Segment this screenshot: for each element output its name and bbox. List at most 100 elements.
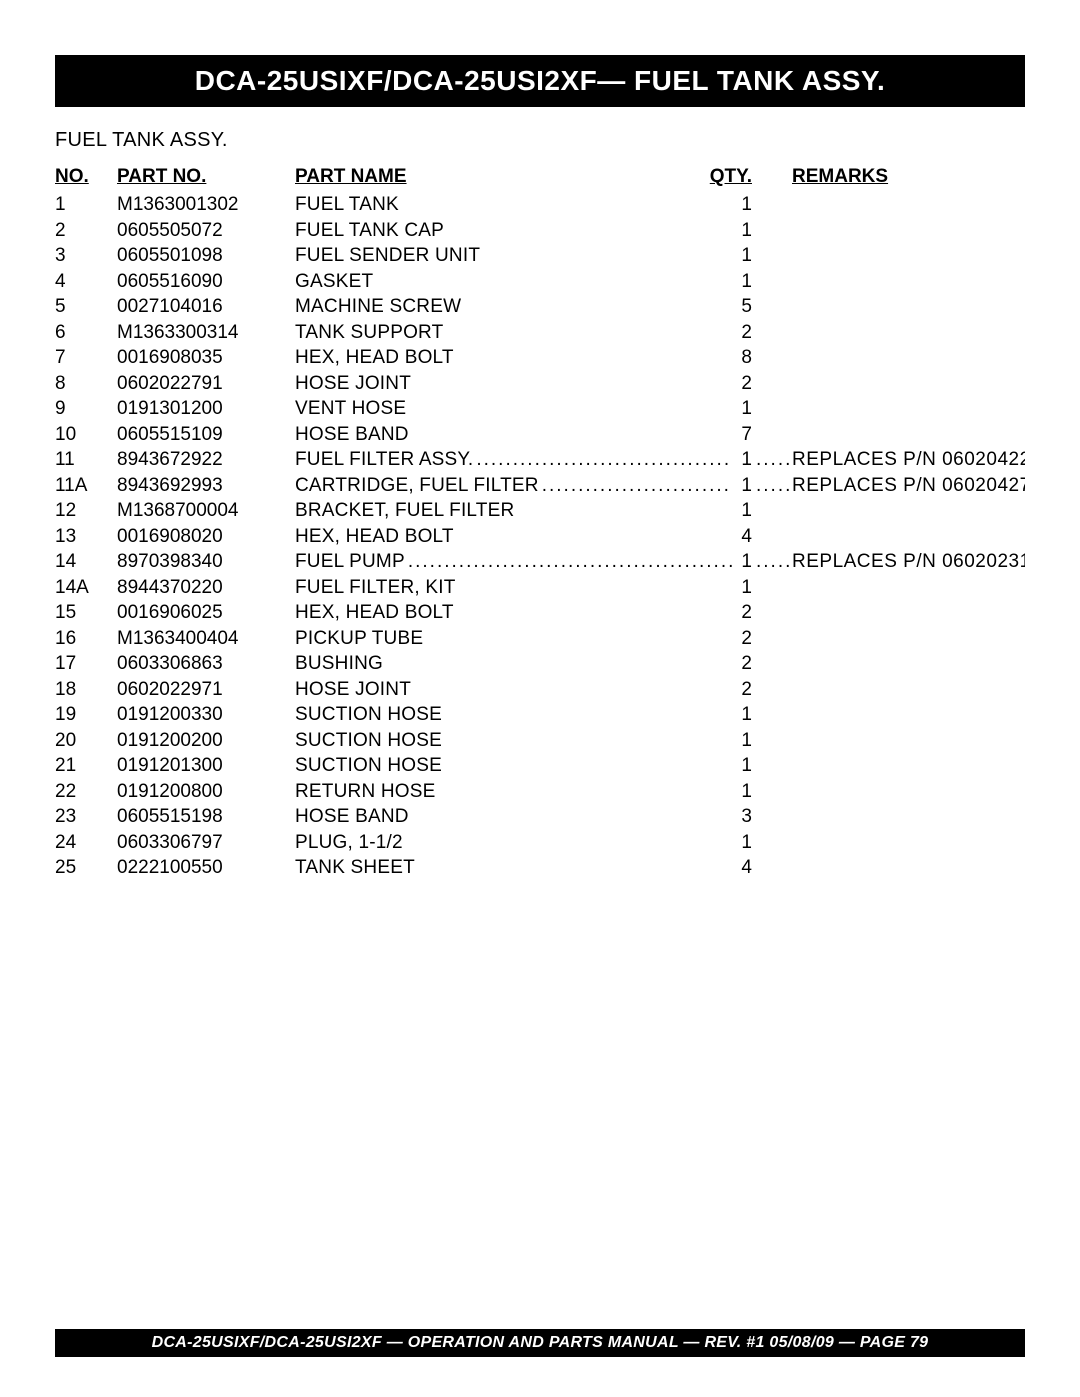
cell-no: 2 xyxy=(55,218,117,244)
cell-partno: M1363300314 xyxy=(117,320,295,346)
cell-partno: 0191200800 xyxy=(117,779,295,805)
cell-no: 3 xyxy=(55,243,117,269)
table-row: 11A8943692993CARTRIDGE, FUEL FILTER.....… xyxy=(55,473,1025,499)
cell-partno: 0605516090 xyxy=(117,269,295,295)
cell-no: 14 xyxy=(55,549,117,575)
table-row: 230605515198HOSE BAND3 xyxy=(55,804,1025,830)
cell-name-qty: TANK SUPPORT2 xyxy=(295,320,752,346)
page-footer-bar: DCA-25USIXF/DCA-25USI2XF — OPERATION AND… xyxy=(55,1329,1025,1357)
cell-partno: M1363400404 xyxy=(117,626,295,652)
table-row: 210191201300SUCTION HOSE1 xyxy=(55,753,1025,779)
cell-partno: 0016906025 xyxy=(117,600,295,626)
cell-name-qty: HOSE JOINT2 xyxy=(295,677,752,703)
cell-remarks: ........................................… xyxy=(752,473,1025,499)
cell-name: FUEL FILTER, KIT xyxy=(295,575,456,601)
cell-no: 14A xyxy=(55,575,117,601)
cell-name-qty: VENT HOSE1 xyxy=(295,396,752,422)
cell-no: 6 xyxy=(55,320,117,346)
cell-qty: 1 xyxy=(732,779,752,805)
cell-partno: 0603306863 xyxy=(117,651,295,677)
leader-dots: ........................................… xyxy=(405,549,732,575)
page-title: DCA-25USIXF/DCA-25USI2XF— FUEL TANK ASSY… xyxy=(195,65,886,96)
table-row: 14A8944370220FUEL FILTER, KIT1 xyxy=(55,575,1025,601)
cell-name: PLUG, 1-1/2 xyxy=(295,830,403,856)
table-row: 180602022971HOSE JOINT2 xyxy=(55,677,1025,703)
leader-dots: ........................................… xyxy=(539,473,732,499)
cell-name: FUEL TANK CAP xyxy=(295,218,444,244)
cell-qty: 2 xyxy=(732,651,752,677)
cell-qty: 8 xyxy=(732,345,752,371)
cell-name: FUEL TANK xyxy=(295,192,399,218)
remarks-text: REPLACES P/N 0602023177 xyxy=(792,549,1025,575)
header-no: No. xyxy=(55,166,117,188)
cell-name: SUCTION HOSE xyxy=(295,728,442,754)
cell-name-qty: FUEL TANK CAP1 xyxy=(295,218,752,244)
cell-partno: 8970398340 xyxy=(117,549,295,575)
cell-qty: 1 xyxy=(732,753,752,779)
cell-name-qty: SUCTION HOSE1 xyxy=(295,753,752,779)
cell-name-qty: FUEL FILTER, KIT1 xyxy=(295,575,752,601)
cell-no: 10 xyxy=(55,422,117,448)
cell-name: TANK SHEET xyxy=(295,855,415,881)
cell-qty: 1 xyxy=(732,192,752,218)
cell-remarks: ........................................… xyxy=(752,549,1025,575)
cell-no: 20 xyxy=(55,728,117,754)
table-row: 40605516090GASKET1 xyxy=(55,269,1025,295)
header-partno: Part No. xyxy=(117,166,295,188)
cell-name-qty: PICKUP TUBE2 xyxy=(295,626,752,652)
remarks-text: REPLACES P/N 0602042202 xyxy=(792,447,1025,473)
cell-name-qty: RETURN HOSE1 xyxy=(295,779,752,805)
cell-name-qty: FUEL FILTER ASSY........................… xyxy=(295,447,752,473)
cell-qty: 4 xyxy=(732,524,752,550)
cell-no: 7 xyxy=(55,345,117,371)
header-name: Part Name xyxy=(295,166,690,188)
table-row: 16M1363400404PICKUP TUBE2 xyxy=(55,626,1025,652)
cell-name: BUSHING xyxy=(295,651,383,677)
cell-no: 23 xyxy=(55,804,117,830)
cell-partno: 0191200330 xyxy=(117,702,295,728)
cell-partno: M1363001302 xyxy=(117,192,295,218)
cell-name: SUCTION HOSE xyxy=(295,702,442,728)
cell-name: HOSE BAND xyxy=(295,422,409,448)
cell-qty: 5 xyxy=(732,294,752,320)
leader-dots: ........................................… xyxy=(756,447,792,473)
cell-remarks: ........................................… xyxy=(752,447,1025,473)
cell-name-qty: TANK SHEET4 xyxy=(295,855,752,881)
table-row: 250222100550TANK SHEET4 xyxy=(55,855,1025,881)
cell-name: HOSE JOINT xyxy=(295,677,411,703)
cell-name-qty: GASKET1 xyxy=(295,269,752,295)
cell-no: 12 xyxy=(55,498,117,524)
cell-no: 24 xyxy=(55,830,117,856)
cell-qty: 1 xyxy=(732,702,752,728)
cell-name: HOSE BAND xyxy=(295,804,409,830)
cell-partno: 0222100550 xyxy=(117,855,295,881)
remarks-text: REPLACES P/N 0602042700 xyxy=(792,473,1025,499)
cell-qty: 1 xyxy=(732,269,752,295)
table-row: 170603306863BUSHING2 xyxy=(55,651,1025,677)
cell-partno: 0603306797 xyxy=(117,830,295,856)
cell-name-qty: HEX, HEAD BOLT4 xyxy=(295,524,752,550)
cell-name-qty: MACHINE SCREW5 xyxy=(295,294,752,320)
table-row: 50027104016MACHINE SCREW5 xyxy=(55,294,1025,320)
cell-partno: 8944370220 xyxy=(117,575,295,601)
cell-no: 22 xyxy=(55,779,117,805)
cell-no: 1 xyxy=(55,192,117,218)
cell-name: TANK SUPPORT xyxy=(295,320,443,346)
cell-qty: 1 xyxy=(732,243,752,269)
cell-qty: 3 xyxy=(732,804,752,830)
cell-partno: 0191200200 xyxy=(117,728,295,754)
cell-no: 8 xyxy=(55,371,117,397)
table-row: 100605515109HOSE BAND7 xyxy=(55,422,1025,448)
table-row: 1M1363001302FUEL TANK1 xyxy=(55,192,1025,218)
cell-name-qty: FUEL PUMP...............................… xyxy=(295,549,752,575)
cell-no: 16 xyxy=(55,626,117,652)
cell-name-qty: HOSE BAND7 xyxy=(295,422,752,448)
cell-name: VENT HOSE xyxy=(295,396,406,422)
cell-no: 19 xyxy=(55,702,117,728)
leader-dots: ........................................… xyxy=(473,447,732,473)
parts-table: No. Part No. Part Name Qty. Remarks 1M13… xyxy=(55,166,1025,881)
cell-partno: 0016908035 xyxy=(117,345,295,371)
cell-no: 13 xyxy=(55,524,117,550)
cell-name-qty: FUEL SENDER UNIT1 xyxy=(295,243,752,269)
cell-partno: 0605515109 xyxy=(117,422,295,448)
